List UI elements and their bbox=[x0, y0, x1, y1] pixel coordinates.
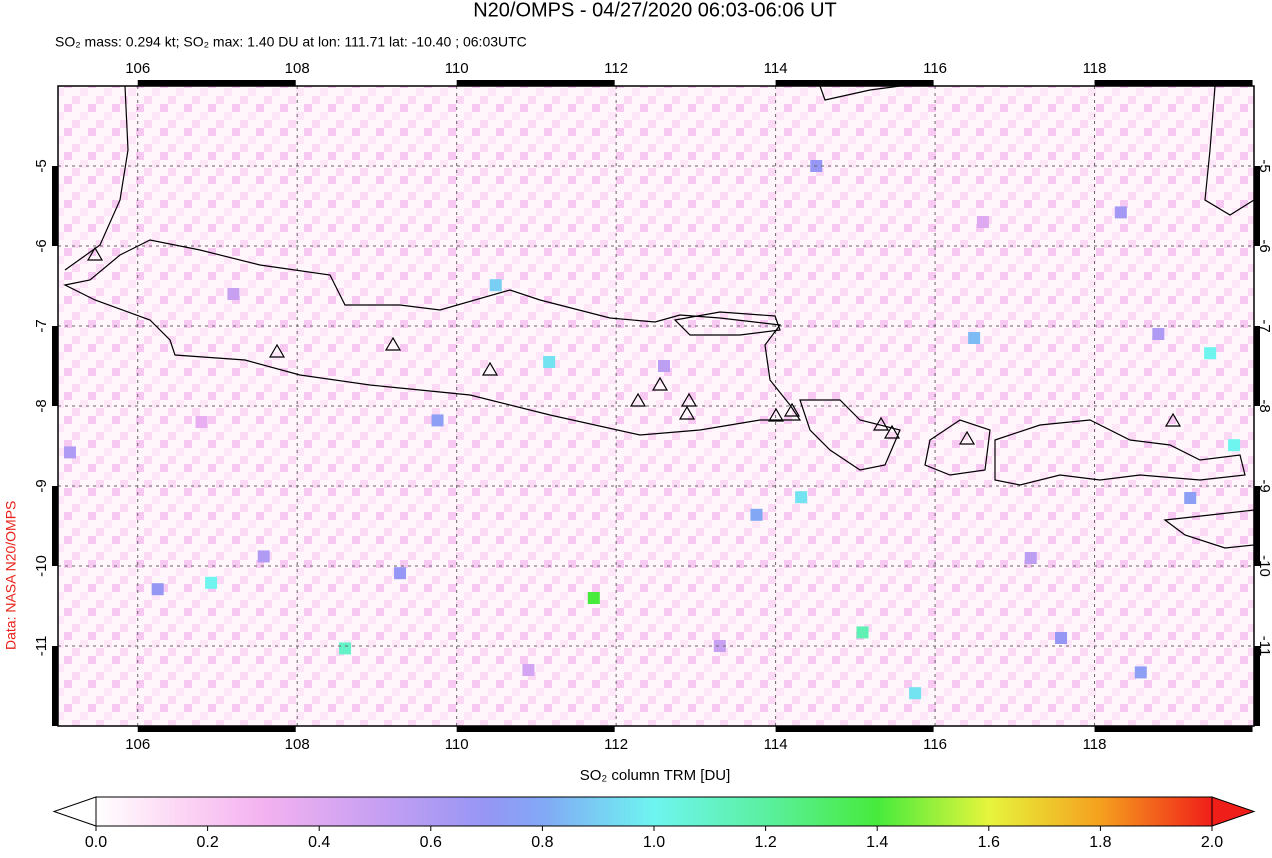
so2-pixel bbox=[968, 332, 981, 344]
x-tick-label: 118 bbox=[1083, 736, 1107, 753]
so2-pixel bbox=[795, 491, 808, 504]
x-tick-label: 112 bbox=[604, 736, 628, 753]
credit: Data: NASA N20/OMPS bbox=[3, 501, 19, 650]
frame-segment bbox=[52, 326, 58, 406]
y-tick-label: -11 bbox=[1256, 636, 1272, 657]
y-tick-label: -10 bbox=[1256, 555, 1272, 577]
frame-segment bbox=[775, 726, 934, 732]
so2-pixel bbox=[1114, 206, 1127, 219]
so2-pixel bbox=[1024, 552, 1037, 564]
so2-pixel bbox=[1055, 632, 1068, 644]
colorbar-tick-label: 0.6 bbox=[420, 834, 442, 851]
y-tick-label: -7 bbox=[33, 319, 50, 332]
colorbar-tick-label: 0.0 bbox=[85, 834, 107, 851]
x-tick-label: 116 bbox=[923, 60, 947, 77]
x-tick-label: 114 bbox=[764, 60, 788, 77]
colorbar-under bbox=[52, 796, 97, 827]
y-tick-label: -8 bbox=[33, 399, 50, 412]
frame-segment bbox=[1254, 326, 1260, 406]
frame-segment bbox=[456, 726, 615, 732]
so2-pixel bbox=[587, 592, 600, 604]
colorbar-tick-label: 1.0 bbox=[643, 834, 665, 851]
y-tick-label: -9 bbox=[1256, 479, 1272, 492]
colorbar-tick-label: 0.8 bbox=[531, 834, 553, 851]
so2-pixel bbox=[909, 687, 922, 700]
x-tick-label: 118 bbox=[1083, 60, 1107, 77]
so2-pixel bbox=[339, 642, 352, 655]
so2-pixel bbox=[543, 356, 556, 368]
colorbar bbox=[95, 796, 1213, 827]
x-tick-label: 110 bbox=[445, 60, 469, 77]
title: N20/OMPS - 04/27/2020 06:03-06:06 UT bbox=[473, 0, 837, 21]
x-tick-label: 106 bbox=[125, 60, 150, 77]
colorbar-tick-label: 1.6 bbox=[978, 834, 1000, 851]
x-tick-label: 112 bbox=[604, 60, 628, 77]
y-tick-label: -5 bbox=[1256, 159, 1272, 172]
colorbar-tick-label: 0.2 bbox=[196, 834, 218, 851]
x-tick-label: 108 bbox=[285, 60, 310, 77]
colorbar-tick-label: 0.4 bbox=[308, 834, 330, 851]
so2-pixel bbox=[657, 360, 670, 372]
so2-pixel bbox=[151, 583, 164, 596]
subtitle: SO₂ mass: 0.294 kt; SO₂ max: 1.40 DU at … bbox=[55, 34, 527, 50]
frame-segment bbox=[775, 80, 934, 86]
so2-pixel bbox=[257, 550, 270, 563]
colorbar-tick-label: 1.2 bbox=[754, 834, 776, 851]
so2-pixel bbox=[1134, 666, 1147, 679]
y-tick-label: -7 bbox=[1256, 319, 1272, 332]
so2-pixel bbox=[1152, 328, 1165, 340]
so2-pixel bbox=[1204, 347, 1217, 360]
x-tick-label: 110 bbox=[445, 736, 469, 753]
y-tick-label: -6 bbox=[33, 239, 50, 252]
colorbar-tick-label: 1.8 bbox=[1089, 834, 1111, 851]
y-tick-label: -11 bbox=[33, 636, 50, 657]
x-tick-label: 114 bbox=[764, 736, 788, 753]
so2-pixel bbox=[976, 216, 989, 228]
y-tick-label: -10 bbox=[33, 555, 50, 577]
x-tick-label: 116 bbox=[923, 736, 947, 753]
so2-pixel bbox=[431, 414, 444, 427]
colorbar-tick-label: 2.0 bbox=[1201, 834, 1223, 851]
so2-pixel bbox=[750, 508, 763, 521]
so2-pixel bbox=[195, 416, 208, 428]
y-tick-label: -6 bbox=[1256, 239, 1272, 252]
colorbar-tick-label: 1.4 bbox=[866, 834, 888, 851]
x-tick-label: 106 bbox=[125, 736, 150, 753]
frame-segment bbox=[1254, 646, 1260, 726]
volcanoes bbox=[86, 246, 1182, 445]
y-tick-label: -5 bbox=[33, 159, 50, 172]
x-tick-label: 108 bbox=[285, 736, 310, 753]
frame-segment bbox=[1254, 166, 1260, 246]
frame-segment bbox=[137, 726, 296, 732]
so2-pixel bbox=[205, 576, 218, 589]
frame-segment bbox=[1094, 80, 1253, 86]
colorbar-over bbox=[1211, 796, 1256, 827]
y-tick-label: -8 bbox=[1256, 399, 1272, 412]
so2-pixel bbox=[227, 288, 240, 300]
so2-pixel bbox=[522, 664, 535, 676]
y-tick-label: -9 bbox=[33, 479, 50, 492]
colorbar-label: SO₂ column TRM [DU] bbox=[580, 767, 731, 784]
frame-segment bbox=[52, 486, 58, 566]
so2-pixel bbox=[856, 626, 869, 639]
so2-pixel bbox=[394, 567, 407, 580]
frame-segment bbox=[456, 80, 615, 86]
so2-pixel bbox=[63, 446, 76, 459]
so2-pixel bbox=[713, 640, 726, 652]
so2-pixel bbox=[1184, 492, 1197, 504]
frame-segment bbox=[52, 166, 58, 246]
frame-segment bbox=[137, 80, 296, 86]
frame-segment bbox=[1094, 726, 1253, 732]
frame-segment bbox=[52, 646, 58, 726]
frame-segment bbox=[1254, 486, 1260, 566]
coastlines bbox=[63, 85, 1255, 549]
so2-pixel bbox=[1228, 439, 1241, 452]
so2-pixel bbox=[489, 279, 502, 292]
